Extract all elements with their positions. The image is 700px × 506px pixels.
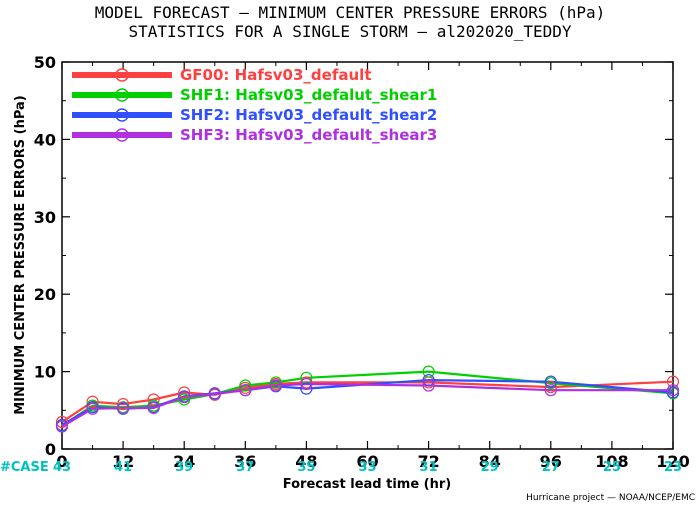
series-4-point	[544, 384, 557, 397]
x-tick-label: 72	[417, 452, 439, 471]
x-tick-label: 108	[595, 452, 628, 471]
x-tick-label: 48	[295, 452, 317, 471]
series-3-point	[422, 374, 435, 387]
series-4-point	[116, 401, 130, 415]
series-4-point	[147, 401, 160, 415]
series-4-point	[422, 379, 435, 392]
x-tick-label: 120	[656, 452, 689, 471]
series-4-point	[666, 384, 680, 397]
y-tick-label: 10	[34, 363, 56, 382]
series-4-point	[55, 420, 69, 433]
series-1-point	[544, 380, 557, 394]
legend-label: GF00: Hafsv03_default	[180, 66, 371, 84]
series-4-point	[208, 387, 221, 401]
credit-text: Hurricane project — NOAA/NCEP/EMC	[526, 493, 695, 503]
x-tick-label: 60	[356, 452, 378, 471]
x-tick-label: 36	[234, 452, 256, 471]
x-tick-label: 0	[56, 452, 67, 471]
legend-item: SHF1: Hafsv03_defalut_shear1	[72, 86, 437, 104]
x-tick-label: 84	[479, 452, 501, 471]
case-count: 31	[420, 460, 438, 475]
series-1-point	[147, 393, 160, 406]
series-2-point	[422, 365, 435, 378]
case-count: 33	[358, 460, 376, 475]
series-1-point	[86, 395, 99, 408]
legend-item: SHF2: Hafsv03_default_shear2	[72, 106, 437, 124]
y-axis-label: MINIMUM CENTER PRESSURE ERRORS (hPa)	[13, 95, 28, 415]
legend-marker	[115, 128, 129, 142]
x-tick-label: 96	[540, 452, 562, 471]
series-1-point	[178, 386, 191, 399]
case-counts: #CASE 43 41 39 37 35 33 31 29 27 25 23	[0, 460, 682, 475]
legend-marker	[115, 88, 129, 102]
series-1-point	[55, 415, 69, 429]
legend: GF00: Hafsv03_default SHF1: Hafsv03_defal…	[72, 66, 437, 144]
y-tick-label: 50	[34, 53, 56, 72]
case-label: #CASE	[0, 460, 49, 475]
case-count: 29	[481, 460, 499, 475]
chart-title: MODEL FORECAST — MINIMUM CENTER PRESSURE…	[95, 3, 606, 22]
case-count: 23	[664, 460, 682, 475]
series-lines	[61, 370, 674, 428]
chart-subtitle: STATISTICS FOR A SINGLE STORM — al202020…	[128, 22, 571, 41]
y-axis: 0 10 20 30 40 50	[34, 53, 673, 459]
series-1-point	[116, 398, 130, 411]
case-count: 43	[53, 460, 71, 475]
series-markers	[55, 365, 680, 433]
series-3-point	[544, 375, 557, 388]
x-axis-label: Forecast lead time (hr)	[283, 477, 451, 492]
case-count: 27	[542, 460, 560, 475]
y-tick-label: 30	[34, 208, 56, 227]
legend-label: SHF1: Hafsv03_defalut_shear1	[180, 86, 437, 104]
case-count: 39	[175, 460, 193, 475]
legend-item: SHF3: Hafsv03_default_shear3	[72, 126, 437, 144]
case-count: 37	[236, 460, 254, 475]
case-count: 35	[297, 460, 315, 475]
series-4-point	[239, 384, 252, 397]
legend-marker	[115, 68, 129, 82]
series-4-point	[300, 377, 313, 391]
case-count: 41	[114, 460, 132, 475]
series-4-point	[178, 391, 191, 404]
x-axis: 0 12 24 36 48 60 72 84 96 108 120	[56, 62, 690, 471]
x-tick-label: 12	[112, 452, 134, 471]
x-tick-label: 24	[173, 452, 195, 471]
case-count: 25	[603, 460, 621, 475]
legend-marker	[115, 108, 129, 122]
y-tick-label: 20	[34, 285, 56, 304]
series-2-point	[269, 376, 282, 389]
legend-item: GF00: Hafsv03_default	[72, 66, 371, 84]
series-4-point	[269, 379, 282, 392]
series-2-point	[239, 379, 252, 392]
y-tick-label: 0	[45, 440, 56, 459]
series-3-point	[300, 382, 313, 395]
legend-label: SHF3: Hafsv03_default_shear3	[180, 126, 437, 144]
series-4-point	[86, 402, 99, 415]
legend-label: SHF2: Hafsv03_default_shear2	[180, 106, 437, 124]
y-tick-label: 40	[34, 130, 56, 149]
